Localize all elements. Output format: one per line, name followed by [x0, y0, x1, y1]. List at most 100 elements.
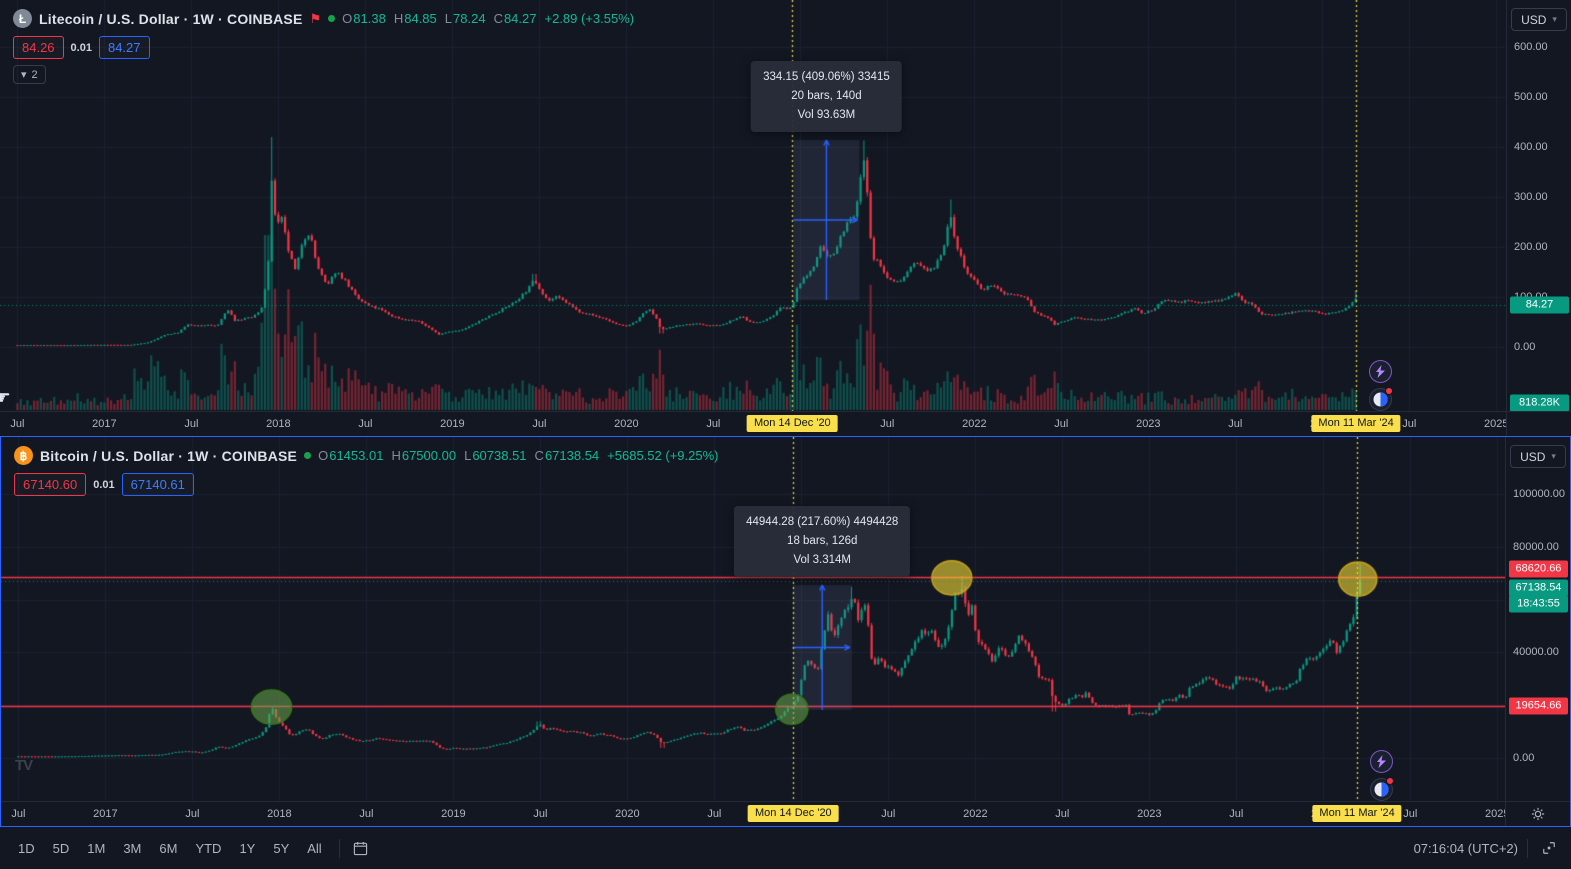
time-axis-label: 2017 [92, 418, 117, 430]
community-globe-icon[interactable] [1370, 777, 1394, 801]
collapse-indicators-chip[interactable]: ▾ 2 [13, 65, 46, 84]
time-axis-label: Jul [185, 808, 200, 820]
market-status-dot[interactable] [304, 452, 312, 459]
range-6M[interactable]: 6M [151, 837, 185, 860]
time-axis-label: Jul [1402, 418, 1417, 430]
volume-label: 818.28K [1510, 394, 1569, 412]
price-axis-label: 500.00 [1514, 91, 1548, 103]
litecoin-logo-icon: Ł [13, 9, 32, 28]
sell-button[interactable]: 84.26 [13, 36, 64, 59]
price-axis-label: 100000.00 [1513, 488, 1565, 501]
pane1-axis-corner [1506, 411, 1571, 436]
pane1-floating-buttons [1369, 360, 1393, 411]
range-3M[interactable]: 3M [115, 837, 149, 860]
range-5D[interactable]: 5D [45, 837, 78, 860]
hline-price-label: 68620.66 [1509, 560, 1568, 578]
time-axis-label: Jul [184, 418, 199, 430]
bitcoin-symbol-header: ฿ Bitcoin / U.S. Dollar · 1W · COINBASE … [14, 446, 718, 465]
pane2-floating-buttons [1370, 750, 1394, 801]
range-All[interactable]: All [299, 837, 329, 860]
price-axis-label: 40000.00 [1513, 646, 1559, 659]
change-value: +5685.52 (+9.25%) [607, 448, 719, 463]
time-axis-label: Jul [359, 808, 374, 820]
time-axis-label: Jul [532, 418, 547, 430]
time-axis-label: Jul [706, 418, 721, 430]
time-axis-label: Jul [1403, 808, 1418, 820]
buy-button[interactable]: 67140.61 [121, 473, 194, 496]
pane2-axis-corner [1505, 801, 1570, 826]
time-axis-label: Jul [11, 808, 26, 820]
time-axis-label: Jul [1229, 808, 1244, 820]
time-axis-label: 2020 [614, 418, 639, 430]
buy-button[interactable]: 84.27 [98, 36, 150, 59]
range-1D[interactable]: 1D [10, 837, 43, 860]
ohlc-values: O81.38 H84.85 L78.24 C84.27 +2.89 (+3.55… [342, 11, 635, 26]
gear-icon[interactable] [1526, 802, 1550, 826]
price-axis-label: 400.00 [1514, 141, 1548, 153]
litecoin-pane: Ł Litecoin / U.S. Dollar · 1W · COINBASE… [0, 0, 1571, 436]
spread-value: 0.01 [93, 478, 115, 491]
litecoin-price-scale[interactable]: USD ▾ 84.27 818.28K 600.00 500.00 400.00 30… [1506, 0, 1571, 412]
chevron-down-icon: ▾ [21, 69, 27, 81]
bitcoin-quote-row: 67140.60 0.01 67140.61 [14, 473, 194, 496]
corner-widget-icon[interactable] [1537, 836, 1561, 860]
time-axis-label: 2022 [963, 808, 988, 820]
price-axis-label: 300.00 [1514, 191, 1548, 203]
bitcoin-time-axis[interactable]: Jul2017Jul2018Jul2019Jul2020Jul2021Jul20… [1, 801, 1507, 826]
bitcoin-price-scale[interactable]: USD ▾ 68620.66 67138.54 18:43:55 19654.6… [1505, 437, 1570, 801]
time-marker-badge: Mon 14 Dec '20 [747, 805, 839, 822]
time-marker-badge: Mon 11 Mar '24 [1311, 415, 1401, 432]
lightning-icon[interactable] [1369, 360, 1392, 383]
change-value: +2.89 (+3.55%) [544, 11, 635, 26]
go-to-date-icon[interactable] [349, 836, 373, 860]
time-axis-label: Jul [707, 808, 722, 820]
ohlc-values: O61453.01 H67500.00 L60738.51 C67138.54 … [318, 448, 719, 463]
indicator-count: 2 [31, 68, 38, 81]
community-globe-icon[interactable] [1369, 387, 1393, 411]
notification-dot [1386, 777, 1394, 785]
currency-toggle[interactable]: USD ▾ [1511, 8, 1567, 31]
time-axis-label: 2025 [1485, 808, 1507, 820]
range-YTD[interactable]: YTD [187, 837, 229, 860]
measure-tooltip-litecoin: 334.15 (409.06%) 33415 20 bars, 140d Vol… [751, 61, 902, 132]
time-axis-label: 2023 [1136, 418, 1161, 430]
time-axis-label: 2020 [615, 808, 640, 820]
symbol-title[interactable]: Bitcoin / U.S. Dollar · 1W · COINBASE [40, 447, 298, 464]
time-axis-label: 2017 [93, 808, 118, 820]
sell-button[interactable]: 67140.60 [14, 473, 87, 496]
time-axis-label: Jul [1055, 808, 1070, 820]
clock[interactable]: 07:16:04 (UTC+2) [1413, 840, 1518, 856]
time-axis-label: 2018 [267, 808, 292, 820]
range-buttons: 1D 5D 1M 3M 6M YTD 1Y 5Y All [10, 837, 330, 860]
time-axis-label: Jul [1228, 418, 1243, 430]
currency-toggle[interactable]: USD ▾ [1510, 445, 1566, 468]
time-axis-label: Jul [533, 808, 548, 820]
time-axis-label: 2023 [1137, 808, 1162, 820]
last-price-label: 67138.54 [1509, 579, 1568, 597]
tradingview-watermark[interactable]: TV [15, 757, 33, 774]
market-status-dot[interactable] [328, 15, 336, 22]
pointer-hand-icon[interactable]: ☛ [0, 387, 11, 409]
range-1M[interactable]: 1M [79, 837, 113, 860]
price-axis-label: 0.00 [1513, 752, 1535, 764]
bar-countdown-label: 18:43:55 [1509, 595, 1568, 613]
litecoin-quote-row: 84.26 0.01 84.27 [13, 36, 150, 59]
litecoin-time-axis[interactable]: Jul2017Jul2018Jul2019Jul2020Jul2021Jul20… [0, 411, 1506, 436]
flag-icon[interactable]: ⚑ [309, 11, 322, 26]
chevron-down-icon: ▾ [1552, 14, 1557, 24]
bitcoin-chart-canvas[interactable] [1, 437, 1506, 801]
time-axis-label: 2018 [266, 418, 291, 430]
time-marker-badge: Mon 11 Mar '24 [1312, 805, 1402, 822]
lightning-icon[interactable] [1370, 750, 1393, 773]
price-axis-label: 80000.00 [1513, 540, 1559, 553]
symbol-title[interactable]: Litecoin / U.S. Dollar · 1W · COINBASE [39, 10, 303, 27]
range-5Y[interactable]: 5Y [265, 837, 297, 860]
divider [338, 838, 340, 858]
bitcoin-logo-icon: ฿ [14, 446, 33, 465]
time-axis-label: Jul [881, 808, 896, 820]
bitcoin-pane: ฿ Bitcoin / U.S. Dollar · 1W · COINBASE … [0, 436, 1571, 827]
range-1Y[interactable]: 1Y [231, 837, 263, 860]
time-axis-label: Jul [880, 418, 895, 430]
measure-tooltip-bitcoin: 44944.28 (217.60%) 4494428 18 bars, 126d… [734, 505, 911, 577]
